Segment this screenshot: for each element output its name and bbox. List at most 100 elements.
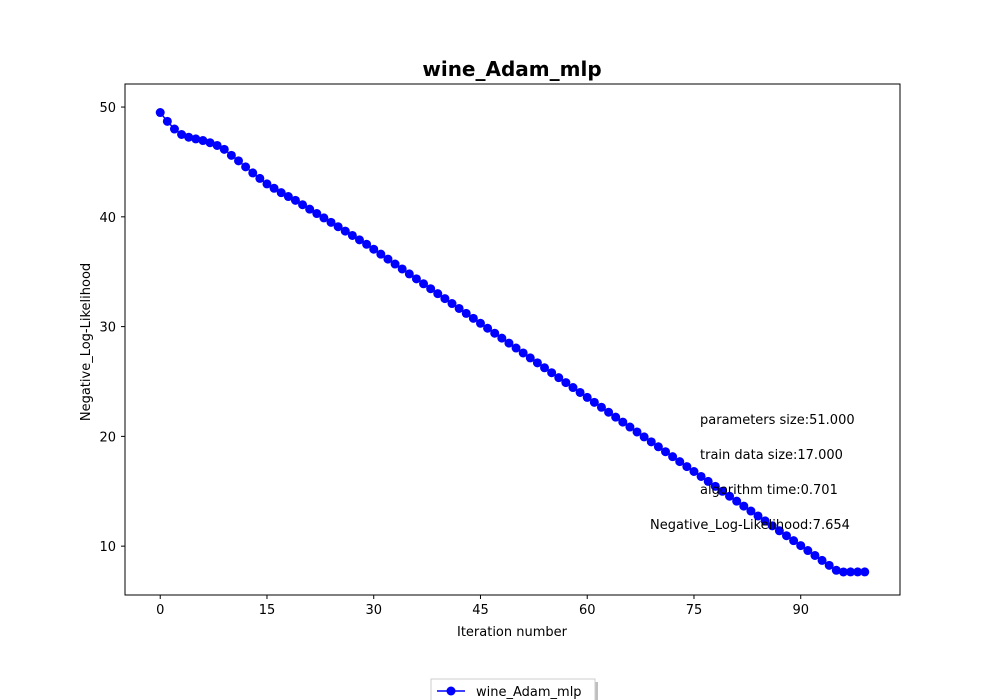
data-point [675,457,685,467]
data-point [191,134,201,144]
data-point [725,491,735,501]
data-point [739,501,749,511]
data-point [169,124,179,134]
data-point [177,129,187,139]
data-point [653,442,663,452]
data-point [838,567,848,577]
annotation-parameters-size: parameters size:51.000 [700,413,855,428]
data-point [596,402,606,412]
data-point [774,526,784,536]
data-point [369,244,379,254]
data-point [511,343,521,353]
data-point [540,363,550,373]
data-point [525,353,535,363]
data-point [568,383,578,393]
data-point [497,333,507,343]
data-point [475,318,485,328]
data-point [340,226,350,236]
data-point [746,506,756,516]
data-point [504,338,514,348]
plot-area [124,83,901,596]
data-point [689,467,699,477]
data-point [668,452,678,462]
series-group [155,108,870,577]
data-point [255,173,265,183]
x-tick-label: 60 [579,603,596,618]
data-point [419,279,429,289]
legend-marker-swatch [446,686,456,696]
data-point [433,289,443,299]
data-point [205,138,215,148]
annotation-train-data-size: train data size:17.000 [700,448,843,463]
data-point [397,264,407,274]
data-point [661,447,671,457]
data-point [604,407,614,417]
x-tick-label: 45 [472,603,489,618]
x-axis: 0 15 30 45 60 75 90 [156,595,809,618]
data-point [789,536,799,546]
data-point [803,546,813,556]
data-point [248,168,258,178]
data-point [290,195,300,205]
data-point [440,294,450,304]
data-point [611,412,621,422]
data-point [781,531,791,541]
data-point [212,140,222,150]
data-point [831,565,841,575]
data-point [518,348,528,358]
y-axis-label: Negative_Log-Likelihood [79,263,94,421]
data-point [404,269,414,279]
data-point [710,481,720,491]
data-point [753,511,763,521]
data-point [383,254,393,264]
data-point [632,427,642,437]
x-tick-label: 90 [792,603,809,618]
data-point [796,541,806,551]
data-point [262,179,272,189]
data-point [732,496,742,506]
data-point [354,235,364,245]
data-point [319,213,329,223]
data-point [447,299,457,309]
data-point [547,368,557,378]
data-point [162,116,172,126]
data-point [589,397,599,407]
data-point [241,162,251,172]
data-point [155,108,165,118]
data-point [618,417,628,427]
data-point [760,516,770,526]
y-tick-label: 10 [99,540,116,555]
data-point [333,222,343,232]
data-point [298,200,308,210]
x-tick-label: 0 [156,603,164,618]
x-tick-label: 75 [686,603,703,618]
data-point [846,567,856,577]
data-point [554,373,564,383]
data-point [810,550,820,560]
data-point [767,521,777,531]
y-tick-label: 20 [99,430,116,445]
annotation-nll: Negative_Log-Likelihood:7.654 [650,518,850,533]
data-point [376,249,386,259]
y-tick-label: 30 [99,321,116,336]
data-point [426,284,436,294]
chart-title: wine_Adam_mlp [422,57,601,81]
data-point [312,209,322,219]
data-point [575,387,585,397]
annotation-algorithm-time: algorithm time:0.701 [700,483,838,498]
data-point [625,422,635,432]
plot-frame [124,83,901,596]
y-tick-label: 50 [99,101,116,116]
data-point [234,156,244,166]
legend-label: wine_Adam_mlp [476,685,582,700]
data-point [696,471,706,481]
data-point [390,259,400,269]
data-point [483,323,493,333]
data-point [283,192,293,202]
data-point [269,183,279,193]
data-point [817,555,827,565]
data-point [326,217,336,227]
legend: wine_Adam_mlp [430,678,598,700]
data-point [305,204,315,214]
